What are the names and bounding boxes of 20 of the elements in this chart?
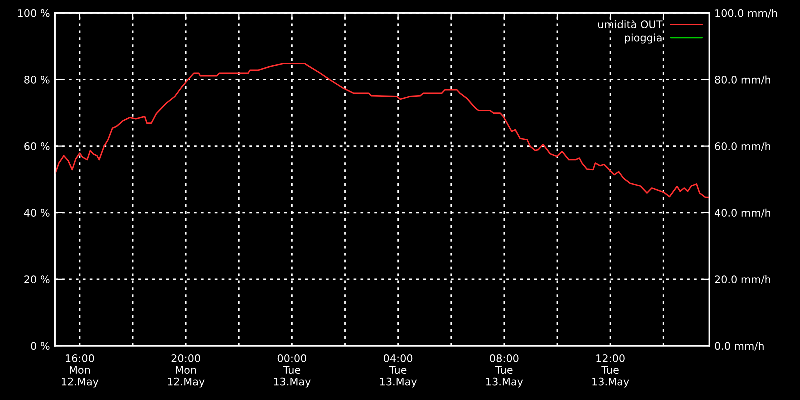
- legend-label: pioggia: [625, 34, 662, 44]
- y-tick-label: 40 %: [24, 209, 50, 217]
- y2-tick-label: 0.0 mm/h: [715, 342, 764, 351]
- y2-tick-label: 20.0 mm/h: [715, 275, 770, 284]
- x-tick-label: 04:00 Tue 13.May: [380, 354, 418, 388]
- x-tick-label: 12:00 Tue 13.May: [592, 354, 630, 388]
- y-tick-label: 0 %: [31, 342, 50, 350]
- y2-tick-label: 100.0 mm/h: [716, 9, 778, 18]
- y2-tick-label: 80.0 mm/h: [715, 76, 770, 85]
- x-tick-label: 16:00 Mon 12.May: [62, 354, 99, 388]
- y-tick-label: 60 %: [24, 142, 50, 150]
- y-tick-label: 100 %: [18, 9, 50, 18]
- legend-label: umidità OUT: [598, 20, 663, 29]
- y2-tick-label: 60.0 mm/h: [715, 142, 770, 152]
- y-tick-label: 20 %: [24, 276, 50, 284]
- y2-tick-label: 40.0 mm/h: [714, 208, 770, 218]
- y-tick-label: 80 %: [24, 76, 50, 84]
- x-tick-label: 00:00 Tue 13.May: [274, 354, 311, 388]
- x-tick-label: 08:00 Tue 13.May: [486, 354, 524, 388]
- x-tick-label: 20:00 Mon 12.May: [168, 354, 205, 388]
